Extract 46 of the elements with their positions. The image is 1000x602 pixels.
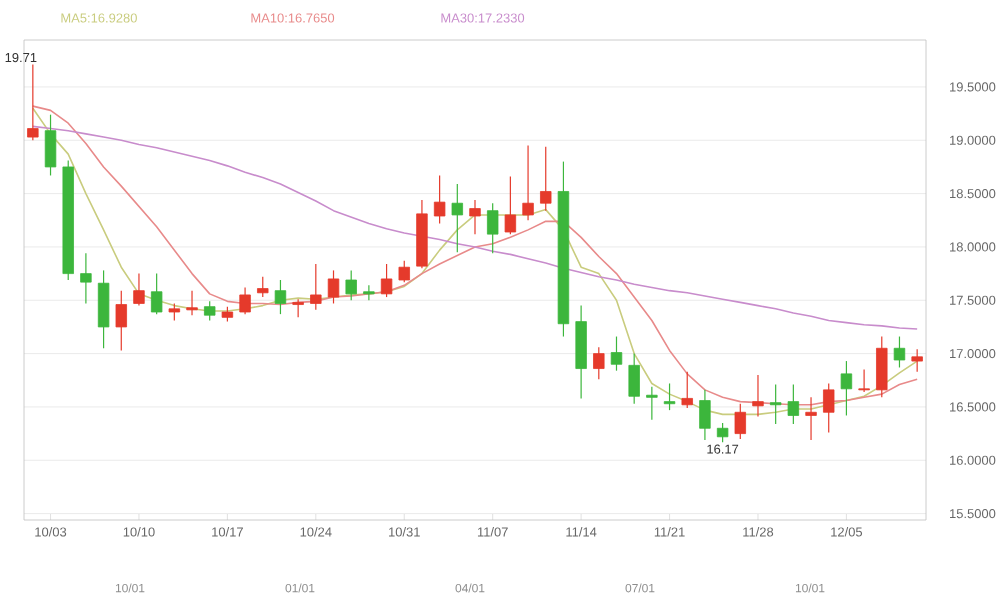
candlestick <box>80 252 92 305</box>
candlestick <box>716 422 729 443</box>
candlestick <box>911 348 923 373</box>
candlestick <box>310 263 322 311</box>
candlestick <box>186 290 198 316</box>
candlestick <box>451 183 464 253</box>
candlestick <box>292 298 304 318</box>
candlestick <box>540 146 552 212</box>
candlestick <box>469 199 481 235</box>
candlestick <box>327 269 340 305</box>
candlestick <box>593 346 605 380</box>
candlestick <box>823 382 835 434</box>
candlestick <box>115 290 127 351</box>
candlestick <box>681 371 693 409</box>
candlestick <box>805 396 817 441</box>
candlestick <box>699 389 711 441</box>
candlestick <box>787 383 800 425</box>
candlestick <box>734 403 746 440</box>
candlestick <box>769 383 782 425</box>
candlestick <box>752 374 764 418</box>
candlestick <box>628 353 640 405</box>
candlestick <box>646 386 658 421</box>
candlestick <box>274 279 287 315</box>
candlestick <box>663 382 676 411</box>
candlestick <box>44 114 57 177</box>
candlestick <box>433 174 446 225</box>
candlestick <box>858 369 870 393</box>
candlestick <box>893 335 906 369</box>
candlestick <box>876 335 888 398</box>
candlestick <box>239 286 251 315</box>
candlestick <box>133 273 145 307</box>
candlestick <box>380 263 393 298</box>
candlestick <box>486 202 499 254</box>
candlestick <box>27 63 39 141</box>
candlestick <box>398 260 410 283</box>
candlestick <box>840 360 853 417</box>
candlestick <box>345 269 357 301</box>
candlestick <box>504 175 517 235</box>
candlestick <box>204 300 216 322</box>
candlestick <box>363 284 375 301</box>
candlestick <box>97 269 110 349</box>
candlestick <box>522 145 534 221</box>
candlestick <box>610 335 623 372</box>
candlestick <box>257 276 269 298</box>
candlestick <box>575 305 587 399</box>
candlestick <box>150 273 163 315</box>
